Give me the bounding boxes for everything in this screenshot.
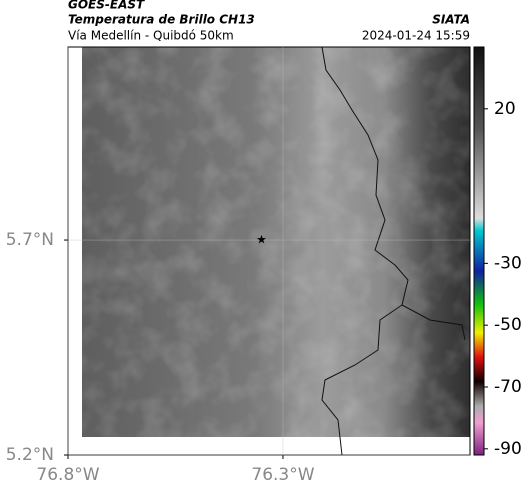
title: GOES-EAST — [68, 0, 145, 12]
x-tick-label: 76.3°W — [251, 465, 314, 485]
boundary — [321, 46, 466, 456]
x-tick-label: 76.8°W — [36, 465, 99, 485]
region: Vía Medellín - Quibdó 50km — [68, 29, 234, 43]
location-marker: ★ — [256, 233, 267, 247]
colorbar-tick-label: 20 — [494, 99, 516, 119]
y-tick-label: 5.7°N — [6, 230, 54, 250]
y-tick-label: 5.2°N — [6, 445, 54, 465]
subtitle: Temperatura de Brillo CH13 — [68, 13, 255, 27]
colorbar-tick-label: -90 — [494, 439, 522, 459]
colorbar-tick-label: -30 — [494, 253, 522, 273]
imagery — [82, 47, 470, 437]
colorbar — [473, 46, 485, 456]
source: SIATA — [432, 13, 470, 27]
datetime: 2024-01-24 15:59 — [362, 29, 470, 43]
colorbar-tick-label: -70 — [494, 377, 522, 397]
colorbar-tick-label: -50 — [494, 315, 522, 335]
